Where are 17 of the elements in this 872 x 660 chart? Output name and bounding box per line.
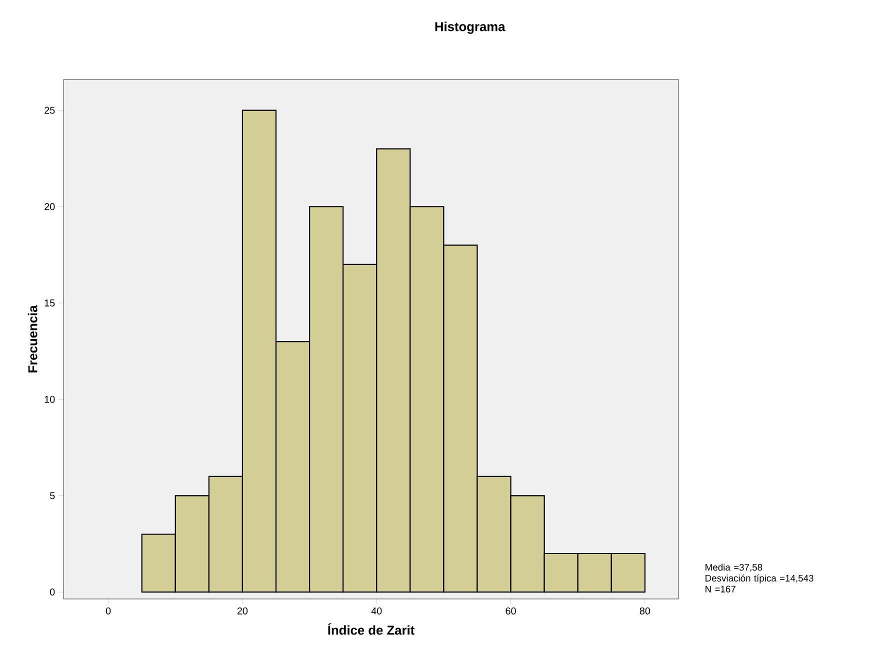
y-tick-label: 5 — [50, 492, 55, 500]
y-tick-label: 15 — [44, 300, 55, 307]
text: Media =37,58 — [706, 564, 762, 572]
y-tick-label: 20 — [44, 203, 55, 210]
y-tick-label: 25 — [44, 106, 55, 114]
y-axis-title: Frecuencia — [28, 305, 38, 373]
text: Desviación típica =14,543 — [706, 574, 814, 584]
x-tick-label: 0 — [106, 608, 111, 615]
text: N =167 — [706, 586, 736, 593]
y-tick-label: 10 — [44, 396, 55, 404]
chart-title: Histograma — [435, 22, 506, 34]
x-tick-label: 60 — [506, 608, 516, 615]
x-tick-label: 20 — [237, 608, 248, 615]
x-axis-title: Índice de Zarit — [328, 623, 414, 635]
y-tick-label: 0 — [50, 588, 55, 596]
x-tick-label: 40 — [371, 608, 382, 615]
x-tick-label: 80 — [640, 608, 650, 615]
